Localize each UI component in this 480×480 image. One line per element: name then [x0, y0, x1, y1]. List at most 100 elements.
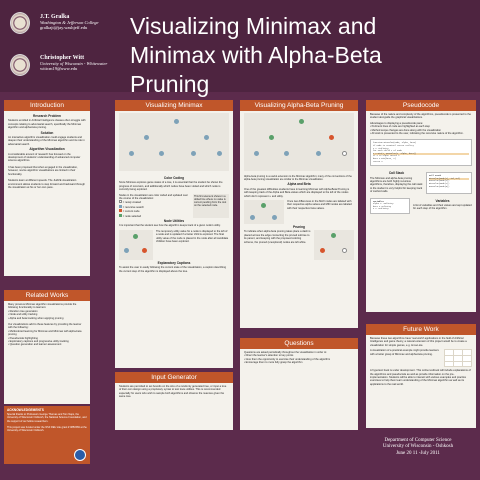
tree-node: [329, 135, 334, 140]
alpha-beta-body: Alpha-beta pruning is a useful extension…: [240, 173, 358, 262]
legend-item: = node selected: [119, 213, 190, 218]
visualizing-minimax-panel: Visualizing Minimax Color Coding Since M…: [115, 100, 233, 368]
input-generator-panel: Input Generator Students are permitted t…: [115, 372, 233, 430]
author-affiliation: Washington & Jefferson College: [40, 20, 99, 25]
paragraph: The Minimax and alpha-beta pruning algor…: [370, 176, 423, 194]
paragraph: Because of the nature and complexity of …: [370, 113, 471, 120]
title-line-2: Minimax with Alpha-Beta Pruning: [130, 42, 382, 97]
panel-heading: Future Work: [366, 324, 476, 335]
paragraph: To assist the user in easily following t…: [119, 266, 227, 273]
subheading: Color Coding: [163, 176, 185, 180]
legend-item: = current node: [119, 209, 190, 213]
code-line: maxValue(Node(0)): [429, 184, 450, 188]
list-item: • All work is presented to the user, ind…: [370, 132, 464, 136]
pruned-node: [342, 151, 347, 156]
college-seal-logo: [10, 12, 30, 34]
code-line: alpha = -Infinity: [373, 202, 394, 206]
subheading: Pruning: [292, 225, 306, 230]
related-works-panel: Related Works Many previous Minimax algo…: [4, 290, 90, 404]
variables-text: Variables A list of variables and their …: [413, 198, 472, 214]
author-email: gralkajt@jay.washjeff.edu: [40, 25, 88, 30]
list-item: • Exploratory captions and progressive u…: [8, 340, 69, 344]
questions-panel: Questions Questions are asked periodical…: [240, 338, 358, 430]
department-name: Department of Computer Science: [384, 438, 452, 443]
legend-item: = newly created: [119, 200, 190, 204]
introduction-body: Research Problem Students enrolled in Ar…: [4, 111, 90, 191]
variables-listing: Variables alpha = -Infinity beta = Infin…: [370, 197, 410, 214]
tree-node: [254, 151, 259, 156]
legend-item: = recursive search: [119, 204, 190, 209]
tree-node: [316, 151, 321, 156]
code-line: Call Stack: [429, 174, 442, 178]
tree-node: [272, 215, 277, 221]
code-line: maxValue(Node(1)): [429, 179, 450, 183]
paragraph: A visualization of a practical example m…: [370, 349, 439, 356]
subheading: Research Problem: [33, 114, 61, 118]
paragraph: A hypertext book is under development. T…: [370, 369, 471, 386]
ack-text: Special thanks to Professors George Thom…: [7, 413, 87, 423]
tree-node: [129, 151, 134, 156]
code-line: return v: [373, 159, 383, 163]
panel-heading: Related Works: [4, 290, 90, 301]
variables-row: Variables alpha = -Infinity beta = Infin…: [366, 196, 476, 216]
list-item: • Pseudocode highlighting: [8, 336, 38, 340]
code-line-highlighted: v = min(v, maxValue(c, alpha, beta)): [373, 152, 469, 156]
questions-body: Questions are asked periodically through…: [240, 349, 358, 367]
author-name: Christopher Witt: [40, 55, 85, 61]
code-line: minValue(Node(2),-inf,inf): [429, 177, 469, 181]
ack-funding: This project was funded under the NSF RE…: [7, 425, 87, 433]
project-dates: June 20 11 -July 2011: [396, 450, 440, 456]
university-name: University of Wisconsin - Oshkosh: [382, 444, 454, 450]
alpha-beta-row: Once two differences in the MAX nodes ar…: [244, 200, 354, 225]
call-stack-row: Call Stack The Minimax and alpha-beta pr…: [366, 168, 476, 195]
minimax-tree-figure: [119, 113, 229, 171]
code-line: for each child c of node: [373, 149, 402, 153]
author-name: J.T. Gralka: [40, 14, 70, 20]
related-works-body: Many previous Minimax algorithm visualiz…: [4, 301, 90, 349]
list-item: • Method scope changes are done along wi…: [370, 128, 441, 132]
paragraph: To indicate when alpha beta pruning take…: [244, 230, 311, 244]
legend-row: Nodes in the visualization are color cod…: [119, 193, 229, 219]
code-line: if v <= alpha return v: [373, 154, 400, 158]
call-stack-listing: Call Stack minValue(Node(2),-inf,inf) ma…: [426, 172, 472, 194]
call-stack-text: Call Stack The Minimax and alpha-beta pr…: [370, 170, 423, 193]
subheading: Variables: [435, 198, 450, 203]
alpha-beta-tree-figure: [244, 113, 354, 171]
tree-node: [144, 135, 149, 140]
pseudocode-listing: function minValue(node, alpha, beta) if …: [370, 139, 472, 167]
subheading: Solution: [40, 130, 54, 135]
legend-block: Nodes in the visualization are color cod…: [119, 194, 190, 218]
tree-node: [204, 135, 209, 140]
panel-heading: Visualizing Alpha-Beta Pruning: [240, 100, 358, 111]
paragraph: Nodes in the visualization are color cod…: [119, 193, 188, 201]
paragraph: An interactive algorithm visualization c…: [8, 136, 85, 146]
panel-heading: Introduction: [4, 100, 90, 111]
future-work-body: Because these two algorithms have 'real …: [366, 335, 476, 388]
tree-node: [133, 233, 138, 239]
paragraph: Students enrolled in Artificial Intellig…: [8, 119, 86, 130]
tic-tac-toe-image: [444, 349, 472, 368]
tree-node: [142, 247, 147, 253]
paragraph: Questions are asked periodically through…: [244, 351, 327, 354]
paragraph: Students learn at different speeds. The …: [8, 179, 85, 189]
tree-node: [331, 233, 336, 239]
poster-title: Visualizing Minimax and Minimax with Alp…: [130, 12, 460, 99]
list-item: • Question generation and learner assess…: [8, 343, 62, 347]
future-work-panel: Future Work Because these two algorithms…: [366, 324, 476, 428]
paragraph: It is important that the student see how…: [119, 224, 221, 228]
subheading: Call Stack: [388, 171, 405, 176]
panel-heading: Questions: [240, 338, 358, 349]
alpha-beta-small-figure: [244, 200, 284, 225]
list-item: • Direct the learner's attention to key …: [244, 354, 294, 358]
department-footer: Department of Computer Science Universit…: [366, 438, 470, 457]
code-line: v = +infinity: [373, 146, 389, 150]
pruning-row: To indicate when alpha beta pruning take…: [244, 230, 354, 261]
subheading: Alpha and Beta: [287, 182, 311, 187]
university-seal-logo: [10, 54, 30, 76]
visualizing-alpha-beta-panel: Visualizing Alpha-Beta Pruning Alpha-bet…: [240, 100, 358, 328]
tree-node: [124, 247, 129, 253]
utility-tree-figure: [119, 229, 153, 260]
ack-heading: ACKNOWLEDGEMENTS: [7, 408, 44, 412]
acknowledgements-box: ACKNOWLEDGEMENTS Special thanks to Profe…: [4, 406, 90, 464]
